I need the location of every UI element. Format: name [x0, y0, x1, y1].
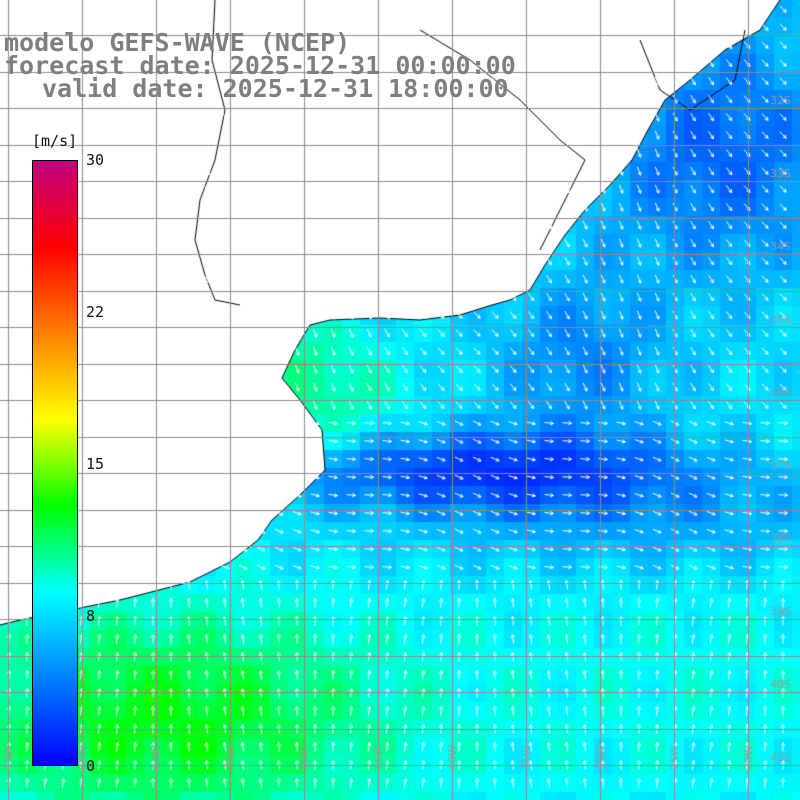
colorbar-tick: 22	[86, 303, 105, 321]
colorbar-tick: 30	[86, 151, 105, 169]
colorbar-tick: 15	[86, 455, 105, 473]
colorbar	[32, 160, 78, 766]
colorbar-unit: [m/s]	[32, 132, 78, 150]
colorbar-tick: 8	[86, 607, 96, 625]
model-title: modelo GEFS-WAVE (NCEP)	[4, 28, 351, 57]
colorbar-tick: 0	[86, 757, 96, 775]
forecast-date-title: forecast date: 2025-12-31 00:00:00	[4, 51, 516, 80]
valid-date-title: valid date: 2025-12-31 18:00:00	[42, 74, 509, 103]
